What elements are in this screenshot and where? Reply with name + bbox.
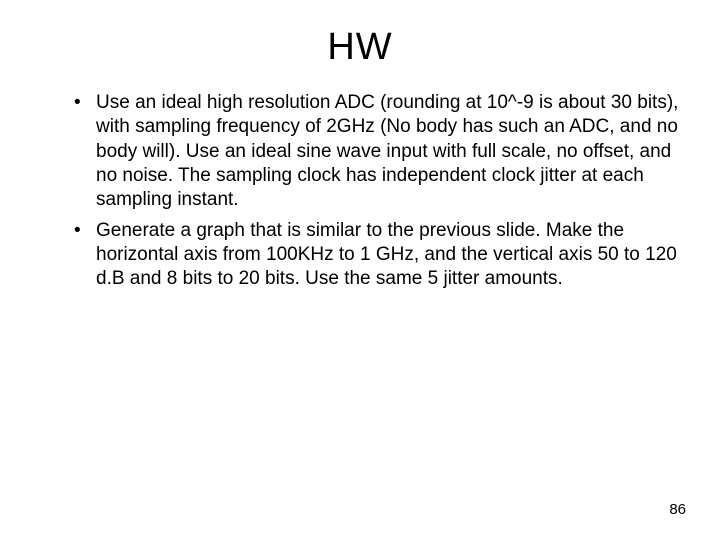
- slide: HW Use an ideal high resolution ADC (rou…: [0, 0, 720, 540]
- page-number: 86: [669, 501, 686, 518]
- list-item: Use an ideal high resolution ADC (roundi…: [74, 91, 680, 213]
- list-item: Generate a graph that is similar to the …: [74, 219, 680, 292]
- page-title: HW: [40, 26, 680, 69]
- bullet-list: Use an ideal high resolution ADC (roundi…: [40, 91, 680, 292]
